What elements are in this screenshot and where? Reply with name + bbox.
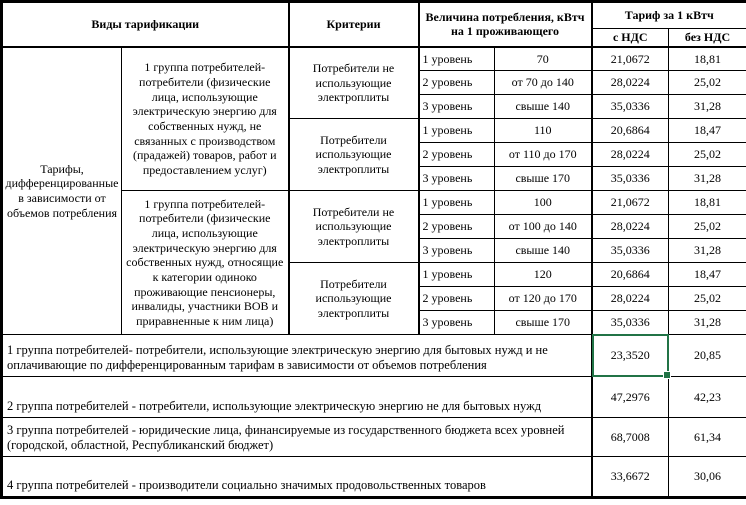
tariff-with-vat-cell[interactable]: 35,0336 [590, 166, 670, 192]
table-row: 2 уровень от 110 до 170 28,0224 25,02 [2, 142, 746, 168]
tariff-without-vat-cell[interactable]: 31,28 [668, 166, 746, 192]
consumption-cell[interactable]: свыше 170 [493, 310, 593, 336]
tariff-without-vat-cell[interactable]: 31,28 [668, 94, 746, 120]
tariff-with-vat-cell[interactable]: 35,0336 [590, 238, 670, 264]
tariff-without-vat-cell[interactable]: 25,02 [668, 142, 746, 168]
table-row: 1 группа потребителей- потребители, испо… [0, 334, 746, 380]
header-cell-consumption[interactable]: Величина потребления, кВтч на 1 проживаю… [417, 0, 593, 48]
consumption-cell[interactable]: 70 [493, 46, 593, 72]
header-cell-criteria[interactable]: Критерии [287, 0, 419, 48]
tariff-with-vat-cell[interactable]: 35,0336 [590, 94, 670, 120]
criteria-cell[interactable]: Потребители не использующие электроплиты [287, 190, 419, 264]
table-row: 2 уровень от 120 до 170 28,0224 25,02 [2, 286, 746, 312]
consumption-cell[interactable]: от 70 до 140 [493, 70, 593, 96]
header-cell-types[interactable]: Виды тарификации [1, 0, 289, 48]
consumption-cell[interactable]: 120 [493, 262, 593, 288]
tariff-without-vat-cell[interactable]: 18,81 [668, 190, 746, 216]
consumption-cell[interactable]: 100 [493, 190, 593, 216]
tariff-without-vat-cell[interactable]: 18,47 [668, 118, 746, 144]
table-row: 3 уровень свыше 170 35,0336 31,28 [2, 310, 746, 336]
table-row: 2 уровень от 70 до 140 28,0224 25,02 [2, 70, 746, 96]
level-cell[interactable]: 3 уровень [417, 310, 495, 336]
consumption-cell[interactable]: от 110 до 170 [493, 142, 593, 168]
tariff-without-vat-cell[interactable]: 25,02 [668, 214, 746, 240]
header-cell-with-vat[interactable]: с НДС [590, 27, 670, 48]
left-label-cell[interactable]: Тарифы, дифференцированные в зависимости… [1, 46, 122, 336]
level-cell[interactable]: 2 уровень [417, 70, 495, 96]
summary-description-cell[interactable]: 4 группа потребителей - производители со… [0, 456, 593, 499]
tariff-with-vat-cell[interactable]: 21,0672 [590, 190, 670, 216]
tariff-without-vat-cell[interactable]: 25,02 [668, 70, 746, 96]
consumption-cell[interactable]: от 100 до 140 [493, 214, 593, 240]
table-row: Потребители использующие электроплиты 1 … [2, 118, 746, 192]
tariff-without-vat-cell[interactable]: 25,02 [668, 286, 746, 312]
criteria-cell[interactable]: Потребители использующие электроплиты [287, 262, 419, 336]
level-cell[interactable]: 1 уровень [417, 46, 495, 72]
tariff-without-vat-cell[interactable]: 18,81 [668, 46, 746, 72]
level-cell[interactable]: 3 уровень [417, 166, 495, 192]
level-cell[interactable]: 1 уровень [417, 262, 495, 288]
tariff-with-vat-cell[interactable]: 35,0336 [590, 310, 670, 336]
tariff-with-vat-cell[interactable]: 21,0672 [590, 46, 670, 72]
level-cell[interactable]: 3 уровень [417, 238, 495, 264]
level-cell[interactable]: 1 уровень [417, 118, 495, 144]
tariff-without-vat-cell[interactable]: 31,28 [668, 238, 746, 264]
table-row: 1 группа потребителей-потребители (физич… [2, 190, 746, 336]
tariff-with-vat-cell[interactable]: 47,2976 [590, 376, 670, 419]
table-row: 3 уровень свыше 140 35,0336 31,28 [2, 94, 746, 120]
level-cell[interactable]: 1 уровень [417, 190, 495, 216]
tariff-without-vat-cell[interactable]: 18,47 [668, 262, 746, 288]
tariff-with-vat-cell[interactable]: 28,0224 [590, 214, 670, 240]
table-row: 3 группа потребителей - юридические лица… [0, 417, 746, 458]
tariff-with-vat-cell[interactable]: 68,7008 [590, 417, 670, 458]
table-row: 4 группа потребителей - производители со… [0, 456, 746, 499]
header-cell-tariff[interactable]: Тариф за 1 кВтч [590, 1, 746, 29]
tariff-with-vat-cell[interactable]: 33,6672 [590, 456, 670, 499]
level-cell[interactable]: 3 уровень [417, 94, 495, 120]
table-row: Тарифы, дифференцированные в зависимости… [1, 46, 746, 336]
tariff-with-vat-cell[interactable]: 23,3520 [590, 334, 672, 380]
group-description-cell[interactable]: 1 группа потребителей-потребители (физич… [121, 190, 289, 336]
criteria-cell[interactable]: Потребители использующие электроплиты [287, 118, 419, 192]
tariff-without-vat-cell[interactable]: 61,34 [668, 417, 746, 458]
table-row: Потребители использующие электроплиты 1 … [2, 262, 746, 336]
tariff-with-vat-cell[interactable]: 28,0224 [590, 70, 670, 96]
consumption-cell[interactable]: свыше 170 [493, 166, 593, 192]
header-subrow: с НДС без НДС [2, 27, 746, 48]
consumption-cell[interactable]: свыше 140 [493, 238, 593, 264]
tariff-without-vat-cell[interactable]: 30,06 [668, 456, 746, 499]
header-row: Виды тарификации Критерии Величина потре… [1, 0, 746, 48]
active-cell-value: 23,3520 [610, 348, 650, 363]
level-cell[interactable]: 2 уровень [417, 286, 495, 312]
tariff-without-vat-cell[interactable]: 20,85 [668, 334, 746, 378]
tariff-without-vat-cell[interactable]: 42,23 [668, 376, 746, 419]
summary-description-cell[interactable]: 3 группа потребителей - юридические лица… [0, 417, 593, 458]
tariff-with-vat-cell[interactable]: 20,6864 [590, 118, 670, 144]
tariff-without-vat-cell[interactable]: 31,28 [668, 310, 746, 336]
summary-description-cell[interactable]: 2 группа потребителей - потребители, исп… [0, 376, 593, 419]
consumption-cell[interactable]: 110 [493, 118, 593, 144]
level-cell[interactable]: 2 уровень [417, 214, 495, 240]
table-row: 2 группа потребителей - потребители, исп… [0, 376, 746, 419]
group-description-cell[interactable]: 1 группа потребителей-потребители (физич… [121, 46, 289, 192]
level-cell[interactable]: 2 уровень [417, 142, 495, 168]
tariff-with-vat-cell[interactable]: 28,0224 [590, 286, 670, 312]
criteria-cell[interactable]: Потребители не использующие электроплиты [287, 46, 419, 120]
summary-description-cell[interactable]: 1 группа потребителей- потребители, испо… [0, 334, 593, 378]
tariff-with-vat-cell[interactable]: 20,6864 [590, 262, 670, 288]
consumption-cell[interactable]: свыше 140 [493, 94, 593, 120]
tariff-with-vat-cell[interactable]: 28,0224 [590, 142, 670, 168]
consumption-cell[interactable]: от 120 до 170 [493, 286, 593, 312]
header-cell-without-vat[interactable]: без НДС [668, 27, 746, 48]
selection-fill-handle-icon[interactable] [663, 371, 672, 380]
